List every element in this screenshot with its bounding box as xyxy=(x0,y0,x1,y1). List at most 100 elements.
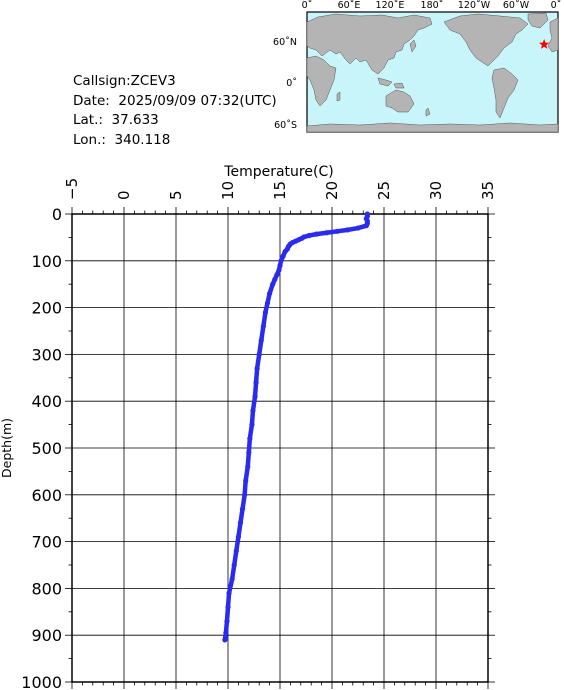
data-point xyxy=(256,351,262,357)
y-tick-label: 600 xyxy=(31,486,62,505)
callsign-text: Callsign:ZCEV3 xyxy=(73,73,176,89)
land-africa xyxy=(306,55,337,107)
series-layer xyxy=(222,211,370,643)
data-point xyxy=(306,232,312,239)
map-lon-label: 0˚ xyxy=(302,0,313,11)
land-japan xyxy=(409,39,417,53)
data-point xyxy=(246,450,252,456)
plot-frame xyxy=(71,213,489,683)
data-point xyxy=(355,225,361,231)
data-point xyxy=(270,281,276,287)
land-madagascar xyxy=(336,91,341,102)
data-point xyxy=(260,323,266,329)
data-point xyxy=(334,228,340,234)
land-south-america xyxy=(491,67,519,119)
data-point xyxy=(222,637,228,643)
data-point xyxy=(235,534,241,540)
x-tick-labels: −5 0 5 10 15 20 25 30 35 xyxy=(63,178,497,200)
data-point xyxy=(231,562,237,568)
data-point xyxy=(313,231,319,237)
x-tick-label: −5 xyxy=(63,178,81,200)
data-point xyxy=(276,267,282,273)
land-europe xyxy=(547,17,559,53)
data-point xyxy=(242,492,248,498)
data-point xyxy=(252,393,258,400)
y-tick-label: 1000 xyxy=(21,673,62,690)
data-point xyxy=(363,223,369,229)
map-lon-label: 60˚W xyxy=(503,0,530,11)
y-tick-label: 500 xyxy=(31,439,62,458)
data-point xyxy=(280,253,286,259)
data-point xyxy=(253,379,259,386)
map-longitude-labels: 0˚ 60˚E 120˚E 180˚ 120˚W 60˚W 0˚ xyxy=(302,0,562,11)
land-new-guinea xyxy=(393,82,405,89)
data-point xyxy=(282,248,288,255)
land-antarctica xyxy=(306,122,559,133)
y-tick-label: 300 xyxy=(31,345,62,364)
data-point xyxy=(262,309,269,315)
land-north-america xyxy=(443,13,529,67)
land-australia xyxy=(385,89,415,113)
land-new-zealand xyxy=(425,107,431,117)
data-point xyxy=(249,422,255,428)
y-axis-label: Depth(m) xyxy=(0,418,14,478)
y-tick-labels: 0 100 200 300 400 500 600 700 800 900 1000 xyxy=(21,205,62,690)
map-lat-label: 0˚ xyxy=(286,78,297,89)
x-tick-label: 30 xyxy=(427,181,445,200)
map-lon-label: 120˚W xyxy=(458,0,491,11)
data-point xyxy=(233,548,239,554)
data-point xyxy=(226,590,232,596)
data-point xyxy=(243,478,249,484)
land-indonesia xyxy=(377,77,393,87)
y-tick-label: 800 xyxy=(31,579,62,598)
data-point xyxy=(258,337,264,343)
map-lat-label: 60˚N xyxy=(273,37,297,48)
location-marker xyxy=(538,38,550,49)
data-point xyxy=(324,230,330,236)
latitude-text: Lat.: 37.633 xyxy=(73,112,159,128)
y-tick-label: 100 xyxy=(31,252,62,271)
data-point xyxy=(237,520,244,526)
land-greenland xyxy=(527,12,549,29)
date-text: Date: 2025/09/09 07:32(UTC) xyxy=(73,92,277,109)
data-point xyxy=(224,618,230,624)
data-point xyxy=(277,262,283,269)
data-point xyxy=(267,290,273,297)
x-tick-label: 25 xyxy=(375,181,393,200)
map-lon-label: 60˚E xyxy=(338,0,361,11)
data-point xyxy=(264,300,271,306)
x-tick-label: 20 xyxy=(323,181,341,200)
x-tick-label: 35 xyxy=(479,181,497,200)
x-tick-label: 5 xyxy=(167,190,185,200)
data-point xyxy=(223,630,229,636)
temperature-profile-chart: −5 0 5 10 15 20 25 30 35 01002003004005006007008… xyxy=(0,164,497,690)
y-tick-label: 0 xyxy=(52,205,62,224)
y-tick-label: 200 xyxy=(31,299,62,318)
x-tick-label: 0 xyxy=(115,190,133,200)
location-map: 0˚ 60˚E 120˚E 180˚ 120˚W 60˚W 0˚ 60˚N 0˚… xyxy=(273,0,562,133)
data-point xyxy=(345,227,351,233)
data-point xyxy=(239,506,246,512)
land-eurasia xyxy=(306,13,433,75)
data-point xyxy=(272,276,278,283)
y-tick-label: 400 xyxy=(31,392,62,411)
map-lat-label: 60˚S xyxy=(274,120,297,131)
data-point xyxy=(250,407,256,414)
y-tick-label: 900 xyxy=(31,626,62,645)
map-land xyxy=(306,12,559,133)
data-point xyxy=(229,576,235,582)
x-axis-label: Temperature(C) xyxy=(223,164,333,180)
x-tick-label: 10 xyxy=(219,181,237,200)
star-icon xyxy=(538,38,550,49)
data-point xyxy=(247,436,253,442)
map-lon-label: 0˚ xyxy=(551,0,562,11)
map-lon-label: 180˚ xyxy=(421,0,444,11)
map-latitude-labels: 60˚N 0˚ 60˚S xyxy=(273,37,297,131)
data-point xyxy=(254,365,260,372)
data-point xyxy=(278,258,284,264)
data-point xyxy=(225,604,231,610)
station-info: Callsign:ZCEV3 Date: 2025/09/09 07:32(UT… xyxy=(73,72,277,150)
x-tick-label: 15 xyxy=(271,181,289,200)
data-point xyxy=(274,272,280,278)
